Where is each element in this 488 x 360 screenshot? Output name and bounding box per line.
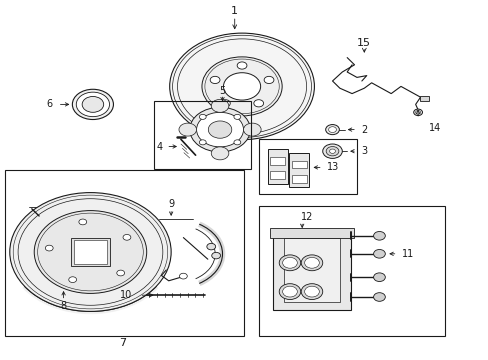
Circle shape (206, 243, 215, 250)
Text: 7: 7 (119, 338, 125, 348)
Circle shape (82, 96, 103, 112)
Circle shape (304, 257, 319, 268)
Text: 6: 6 (46, 99, 53, 109)
Circle shape (72, 89, 113, 120)
Bar (259, 139, 356, 194)
Circle shape (328, 127, 336, 132)
Circle shape (301, 255, 322, 271)
Text: 15: 15 (357, 38, 370, 48)
Bar (74, 240, 106, 264)
Circle shape (208, 121, 231, 138)
Text: 14: 14 (428, 123, 441, 133)
Bar (270, 157, 285, 165)
Circle shape (76, 92, 109, 117)
Bar (270, 228, 353, 238)
Text: 11: 11 (401, 249, 413, 259)
Circle shape (79, 219, 86, 225)
Circle shape (373, 231, 385, 240)
Circle shape (253, 100, 263, 107)
Circle shape (233, 140, 240, 145)
Text: 8: 8 (61, 301, 66, 311)
Text: 4: 4 (156, 141, 162, 152)
Text: 5: 5 (219, 86, 225, 96)
Circle shape (279, 284, 300, 300)
Circle shape (301, 284, 322, 300)
Circle shape (373, 293, 385, 301)
Circle shape (220, 100, 230, 107)
Text: 3: 3 (360, 146, 366, 156)
Bar (71, 238, 110, 266)
Circle shape (189, 107, 250, 152)
Bar (5, 170, 244, 336)
Bar (272, 230, 350, 310)
Bar (154, 101, 250, 169)
Circle shape (211, 147, 228, 160)
Circle shape (282, 286, 297, 297)
Circle shape (179, 273, 187, 279)
Circle shape (199, 114, 206, 120)
Circle shape (325, 147, 338, 156)
Bar (291, 175, 306, 183)
Circle shape (233, 114, 240, 120)
Circle shape (279, 255, 300, 271)
Circle shape (34, 211, 146, 293)
Circle shape (117, 270, 124, 276)
Circle shape (415, 111, 420, 114)
Circle shape (69, 277, 77, 283)
Circle shape (329, 149, 335, 153)
Text: 2: 2 (360, 125, 366, 135)
Circle shape (210, 76, 220, 84)
Circle shape (123, 234, 131, 240)
Circle shape (373, 273, 385, 282)
Circle shape (413, 109, 422, 116)
Circle shape (169, 33, 314, 140)
Circle shape (10, 193, 171, 311)
Text: 1: 1 (231, 6, 238, 16)
Bar (267, 149, 287, 184)
Circle shape (373, 249, 385, 258)
Circle shape (282, 257, 297, 268)
Text: 10: 10 (120, 290, 132, 300)
Bar (270, 171, 285, 179)
Circle shape (223, 73, 260, 100)
Bar (289, 153, 308, 187)
Text: 12: 12 (300, 212, 313, 222)
Bar (259, 206, 444, 336)
Bar (291, 161, 306, 168)
Circle shape (237, 62, 246, 69)
Circle shape (304, 286, 319, 297)
Circle shape (322, 144, 342, 158)
Circle shape (179, 123, 196, 136)
Circle shape (211, 252, 220, 259)
Bar (419, 96, 428, 101)
Bar (283, 238, 339, 302)
Circle shape (243, 123, 261, 136)
Circle shape (211, 99, 228, 112)
Circle shape (199, 140, 206, 145)
Circle shape (196, 112, 243, 147)
Text: 13: 13 (326, 162, 338, 172)
Circle shape (202, 57, 282, 116)
Text: 9: 9 (168, 199, 174, 209)
Circle shape (325, 125, 339, 135)
Circle shape (264, 76, 273, 84)
Circle shape (45, 245, 53, 251)
